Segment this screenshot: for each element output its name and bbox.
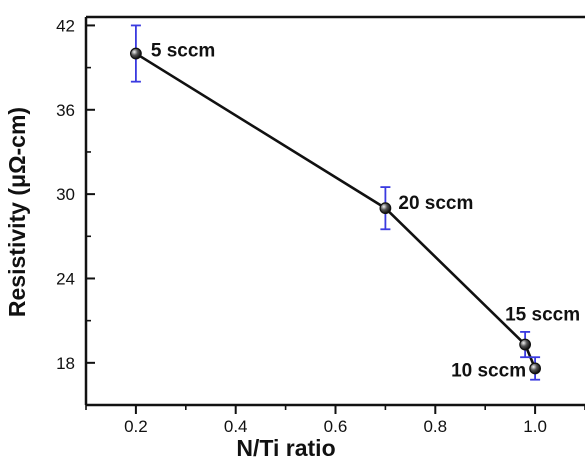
- y-tick-label: 42: [56, 16, 75, 35]
- x-tick-label: 0.6: [324, 417, 348, 436]
- data-point: [529, 362, 541, 375]
- data-point: [379, 202, 392, 215]
- data-label: 5 sccm: [151, 41, 215, 62]
- x-tick-label: 0.4: [224, 417, 248, 436]
- data-point: [519, 338, 532, 351]
- x-tick-label: 0.8: [423, 417, 447, 436]
- data-label: 20 sccm: [398, 193, 473, 214]
- series-layer: 5 sccm 20 sccm 15 sccm 10 sccm: [129, 24, 580, 381]
- x-tick-label: 0.2: [124, 417, 148, 436]
- x-tick-label: 1.0: [523, 417, 547, 436]
- data-label: 15 sccm: [505, 305, 580, 326]
- resistivity-series-line: [135, 52, 537, 369]
- data-label: 10 sccm: [451, 360, 526, 381]
- y-tick-label: 24: [56, 269, 75, 288]
- data-point: [129, 47, 142, 60]
- y-axis-title: Resistivity (μΩ-cm): [4, 107, 30, 317]
- y-tick-label: 36: [56, 101, 75, 120]
- y-tick-label: 18: [56, 354, 75, 373]
- y-tick-label: 30: [56, 185, 75, 204]
- x-axis-title: N/Ti ratio: [236, 435, 335, 461]
- axes: 18 24 30 36 42 0.2 0.4 0.6 0.8 1.0: [56, 15, 585, 436]
